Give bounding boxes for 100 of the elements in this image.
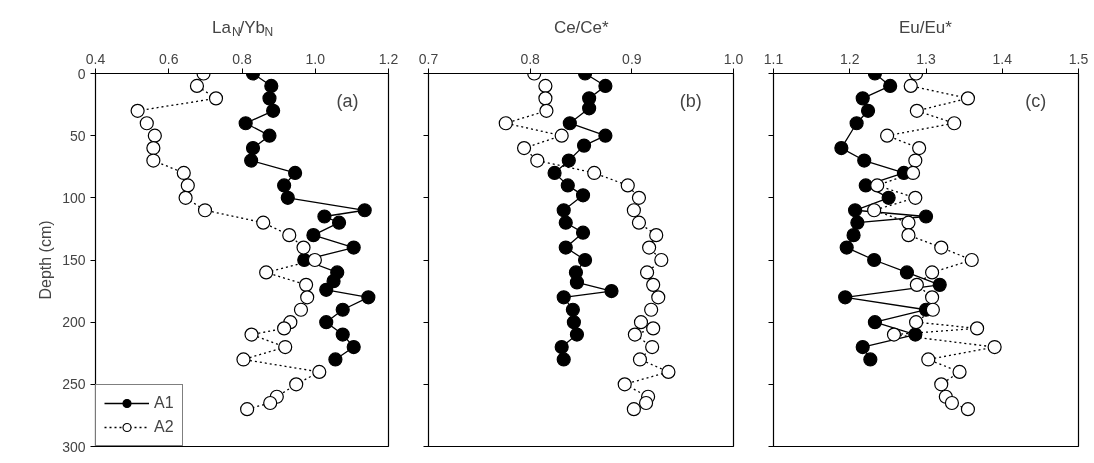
- point: [130, 103, 145, 118]
- point: [886, 327, 902, 342]
- point: [319, 282, 334, 297]
- point: [960, 402, 976, 417]
- point: [306, 228, 321, 243]
- point: [908, 190, 923, 205]
- point: [912, 141, 927, 156]
- point: [554, 128, 569, 143]
- point: [547, 165, 562, 181]
- point: [598, 128, 613, 143]
- x-tick-label: 1.5: [1068, 50, 1089, 67]
- point: [909, 103, 924, 118]
- point: [604, 284, 619, 299]
- point: [147, 128, 162, 143]
- point: [654, 252, 669, 268]
- point: [918, 209, 934, 224]
- annotation: (b): [679, 90, 702, 111]
- point: [312, 364, 327, 379]
- point: [280, 190, 295, 205]
- x-tick-label: 0.7: [418, 50, 439, 67]
- point: [296, 240, 311, 255]
- point: [538, 91, 553, 106]
- point: [256, 215, 271, 230]
- point: [328, 352, 343, 367]
- point: [180, 178, 195, 193]
- point: [208, 91, 224, 106]
- point: [633, 315, 649, 330]
- point: [925, 290, 940, 305]
- point: [921, 352, 936, 367]
- point: [626, 203, 641, 218]
- point: [538, 78, 553, 94]
- point: [539, 103, 554, 118]
- x-tick-label: 1.2: [840, 50, 860, 67]
- point: [582, 101, 597, 116]
- point: [189, 78, 205, 94]
- point: [944, 395, 960, 411]
- x-tick-label: 1.4: [992, 50, 1013, 67]
- point: [289, 377, 304, 392]
- y-tick-label: 0: [77, 65, 86, 82]
- point: [598, 78, 613, 94]
- point: [288, 165, 303, 181]
- point: [556, 352, 571, 367]
- point: [908, 315, 924, 330]
- point: [278, 339, 293, 355]
- point: [638, 395, 654, 411]
- point: [293, 302, 309, 317]
- point: [901, 228, 916, 243]
- point: [244, 153, 259, 168]
- point: [346, 240, 361, 255]
- point: [905, 165, 921, 181]
- point: [932, 277, 947, 292]
- point: [277, 321, 292, 336]
- point: [646, 277, 661, 292]
- point: [562, 116, 577, 131]
- y-tick-label: 250: [62, 376, 86, 393]
- point: [987, 339, 1002, 355]
- y-axis-title: Depth (cm): [37, 220, 55, 300]
- point: [867, 315, 883, 330]
- point: [554, 339, 569, 355]
- point: [556, 203, 571, 218]
- point: [909, 277, 924, 292]
- x-axis-title: Ce/Ce*: [553, 17, 610, 37]
- point: [558, 215, 573, 230]
- point: [335, 302, 350, 317]
- point: [277, 178, 292, 193]
- point: [620, 178, 635, 193]
- point: [867, 252, 882, 268]
- legend-label: A1: [154, 394, 174, 412]
- annotation: (a): [336, 90, 359, 111]
- point: [969, 321, 985, 336]
- point: [903, 78, 918, 94]
- point: [849, 116, 864, 131]
- point: [860, 103, 876, 118]
- point: [176, 165, 191, 181]
- point: [863, 352, 878, 367]
- point: [298, 277, 314, 292]
- point: [847, 203, 863, 218]
- point: [561, 153, 576, 168]
- point: [850, 215, 865, 230]
- point: [262, 91, 277, 106]
- point: [631, 215, 647, 230]
- point: [498, 116, 513, 131]
- point: [238, 116, 253, 131]
- point: [925, 302, 940, 317]
- point: [240, 402, 255, 417]
- point: [357, 203, 372, 218]
- point: [236, 352, 251, 367]
- point: [649, 228, 664, 243]
- y-tick-label: 100: [62, 189, 86, 206]
- point: [575, 188, 591, 203]
- point: [934, 240, 949, 255]
- point: [857, 153, 872, 168]
- point: [139, 116, 154, 131]
- point: [925, 265, 940, 280]
- point: [587, 165, 602, 181]
- point: [566, 315, 581, 330]
- point: [867, 203, 882, 218]
- point: [516, 141, 532, 156]
- point: [244, 327, 259, 342]
- point: [262, 128, 277, 143]
